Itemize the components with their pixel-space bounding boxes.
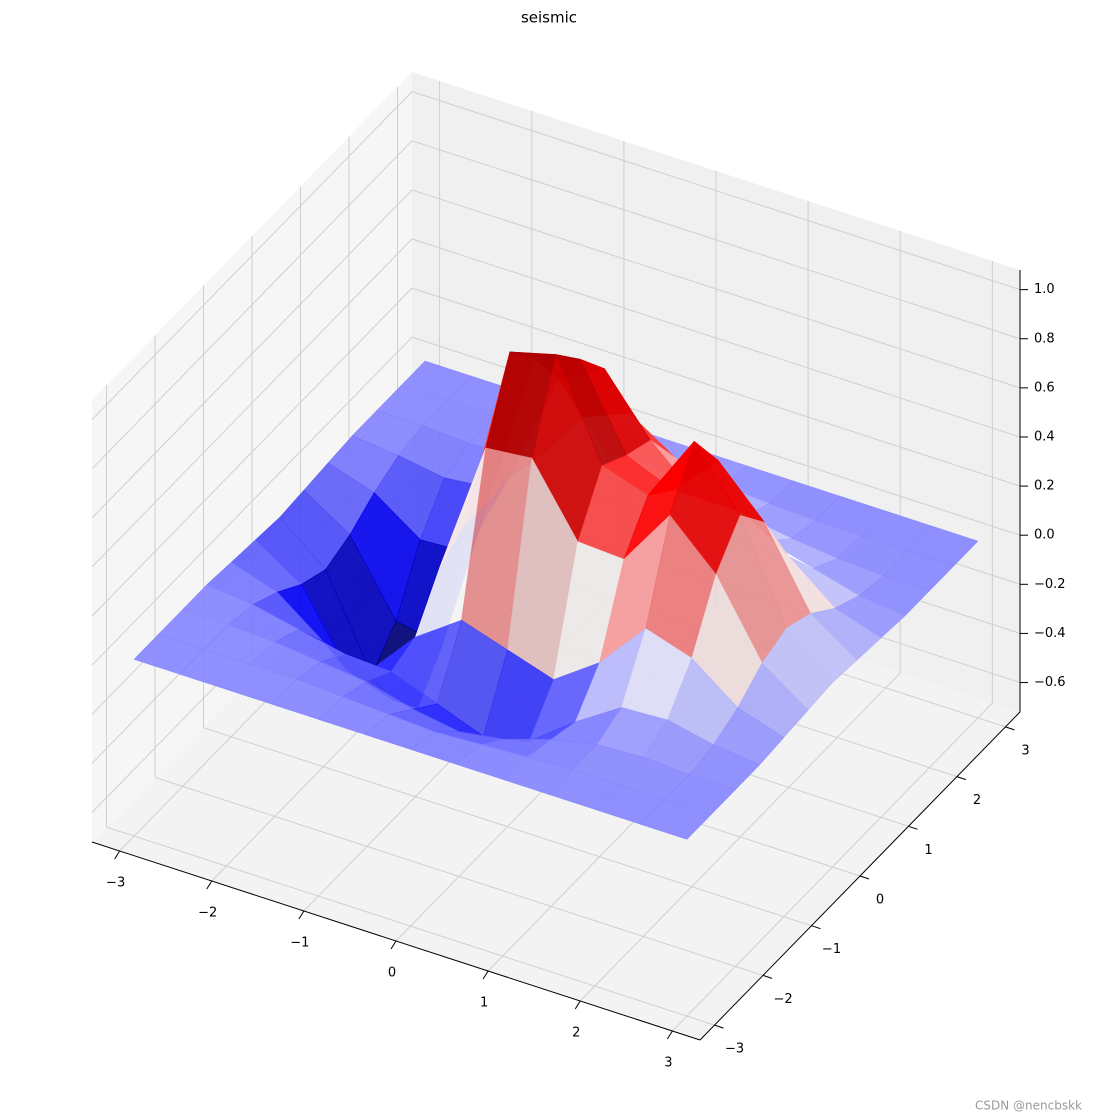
- z-tick-label: −0.2: [1034, 577, 1066, 592]
- z-tick-label: 0.0: [1034, 528, 1055, 543]
- y-tick: [1005, 726, 1015, 731]
- z-tick-label: 0.8: [1034, 331, 1055, 346]
- grid-line: [203, 285, 812, 927]
- chart-title: seismic: [521, 9, 577, 27]
- grid-line: [91, 287, 1021, 617]
- y-tick-label: 1: [924, 843, 932, 858]
- y-tick: [859, 875, 870, 880]
- grid-line: [672, 261, 993, 1032]
- x-tick-label: −1: [290, 936, 309, 951]
- y-tick-label: 3: [1021, 743, 1029, 758]
- grid-line: [106, 385, 715, 1026]
- y-tick-label: −3: [725, 1042, 744, 1057]
- grid-line: [91, 189, 1021, 519]
- x-tick: [114, 850, 121, 860]
- x-tick-label: 1: [480, 996, 488, 1011]
- z-tick-label: 0.2: [1034, 479, 1055, 494]
- surface-face: [640, 799, 712, 840]
- y-tick-label: 2: [973, 793, 981, 808]
- y-tick: [762, 974, 773, 979]
- y-tick: [908, 825, 918, 830]
- y-tick: [714, 1024, 724, 1029]
- z-tick-label: 0.4: [1034, 429, 1055, 444]
- z-tick-label: 1.0: [1034, 282, 1055, 297]
- x-tick-label: −3: [106, 876, 125, 891]
- grid-line: [154, 335, 764, 976]
- y-tick: [956, 776, 967, 781]
- x-tick: [390, 940, 397, 950]
- x-tick-label: 2: [572, 1026, 580, 1041]
- grid-line: [91, 91, 1021, 420]
- x-tick: [574, 1000, 581, 1010]
- y-axis: [699, 711, 1021, 1041]
- z-tick-label: 0.6: [1034, 380, 1055, 395]
- x-tick: [666, 1030, 673, 1040]
- x-tick-label: 0: [388, 966, 396, 981]
- y-tick-label: −1: [822, 942, 841, 957]
- watermark: CSDN @nencbskk: [975, 1099, 1082, 1113]
- y-tick-label: 0: [876, 893, 884, 908]
- grid-line: [579, 231, 901, 1002]
- y-tick-label: −2: [773, 992, 792, 1007]
- z-tick-label: −0.6: [1034, 675, 1066, 690]
- x-axis: [91, 841, 701, 1041]
- x-tick-label: −2: [198, 906, 217, 921]
- x-tick: [206, 880, 213, 890]
- x-tick: [482, 970, 489, 980]
- x-tick-label: 3: [664, 1056, 672, 1071]
- grid-line: [91, 140, 1021, 470]
- y-tick: [811, 925, 821, 930]
- grid-line: [91, 238, 1021, 568]
- z-tick-label: −0.4: [1034, 626, 1066, 641]
- x-tick: [298, 910, 305, 920]
- grid-line: [91, 336, 1021, 666]
